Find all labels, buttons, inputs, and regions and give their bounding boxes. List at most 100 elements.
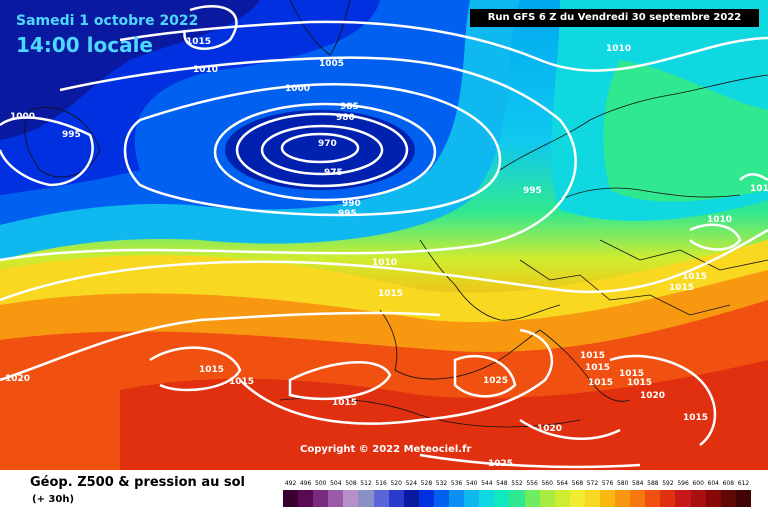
isobar-label: 990	[342, 199, 361, 209]
model-run-label: Run GFS 6 Z du Vendredi 30 septembre 202…	[470, 9, 759, 27]
isobar-label: 970	[318, 139, 337, 149]
isobar-label: 995	[62, 130, 81, 140]
isobar-label: 1020	[640, 391, 666, 401]
legend-swatch	[479, 490, 495, 507]
north-east-zone	[603, 60, 768, 202]
legend-value: 600	[692, 480, 704, 487]
legend-value: 572	[586, 480, 599, 487]
legend-swatch	[328, 490, 344, 507]
low-center	[225, 110, 415, 190]
legend-value: 516	[375, 480, 387, 487]
legend-swatch	[675, 490, 691, 507]
legend-value: 592	[662, 480, 674, 487]
legend-swatch	[373, 490, 389, 507]
legend-value: 584	[632, 480, 644, 487]
isobar-label: 1015	[627, 378, 653, 388]
legend-value: 500	[315, 480, 327, 487]
legend-swatch	[660, 490, 676, 507]
legend-swatch	[554, 490, 570, 507]
legend-swatch	[599, 490, 616, 507]
legend-swatch	[720, 490, 736, 507]
legend-swatch	[645, 490, 661, 507]
isobar-label: 1025	[488, 459, 514, 469]
isobar-label: 1020	[5, 374, 31, 384]
legend-value: 580	[616, 480, 629, 487]
legend-swatch	[735, 490, 751, 507]
legend-value: 508	[345, 480, 357, 487]
legend-value: 540	[465, 480, 478, 487]
legend-value: 604	[707, 480, 719, 487]
legend-value: 548	[496, 480, 508, 487]
legend-value: 568	[571, 480, 584, 487]
map-footer: Géop. Z500 & pression au sol (+ 30h) 492…	[0, 470, 768, 512]
legend-value: 520	[390, 480, 402, 487]
legend-swatch	[494, 490, 510, 507]
legend-value: 560	[541, 480, 553, 487]
isobar-label: 1015	[186, 37, 212, 47]
legend-swatch	[509, 490, 525, 507]
legend-value: 564	[556, 480, 569, 487]
legend-labels: 492 496 500 504 508 512 516 520 524 528 532 536 540 5…	[283, 480, 751, 490]
isobar-label: 1015	[588, 378, 614, 388]
legend-swatch	[388, 490, 404, 507]
legend-value: 576	[601, 480, 614, 487]
legend-value: 596	[677, 480, 689, 487]
legend-swatch	[690, 490, 706, 507]
isobar-label: 1015	[619, 369, 645, 379]
legend-swatch	[524, 490, 540, 507]
isobar-label: 1015	[199, 365, 225, 375]
warm-zone	[120, 360, 768, 470]
isobar-label: 1010	[606, 44, 632, 54]
legend-swatch	[569, 490, 585, 507]
isobar-label: 995	[523, 186, 542, 196]
legend-swatch	[630, 490, 646, 507]
forecast-time: 14:00 locale	[16, 33, 153, 57]
isobar-label: 1010	[750, 184, 768, 194]
map-title: Géop. Z500 & pression au sol	[30, 475, 245, 490]
isobar-label: 1015	[585, 363, 611, 373]
legend-value: 544	[481, 480, 493, 487]
isobar-label: 1005	[319, 59, 345, 69]
legend-swatch	[313, 490, 329, 507]
legend-swatch	[433, 490, 450, 507]
isobar-label: 995	[338, 209, 357, 219]
legend-value: 496	[299, 480, 312, 487]
isobar-label: 1000	[10, 112, 36, 122]
isobar-lines	[0, 5, 768, 469]
legend-swatch	[584, 490, 600, 507]
legend-value: 536	[450, 480, 463, 487]
legend-swatch	[418, 490, 434, 507]
legend-swatch	[298, 490, 314, 507]
forecast-range: (+ 30h)	[32, 494, 75, 505]
legend-value: 612	[737, 480, 750, 487]
legend-swatch	[449, 490, 465, 507]
isobar-label: 1010	[193, 65, 219, 75]
isobar-label: 975	[324, 168, 343, 178]
legend-value: 528	[420, 480, 433, 487]
legend-swatch	[343, 490, 359, 507]
isobar-label: 1000	[285, 84, 311, 94]
forecast-date: Samedi 1 octobre 2022	[16, 13, 199, 29]
isobar-label: 1010	[372, 258, 398, 268]
legend-swatch	[615, 490, 631, 507]
isobar-label: 985	[340, 102, 359, 112]
legend-swatch	[283, 490, 299, 507]
isobar-label: 980	[336, 113, 355, 123]
legend-value: 532	[435, 480, 448, 487]
legend-value: 588	[647, 480, 659, 487]
copyright-notice: Copyright © 2022 Meteociel.fr	[300, 444, 472, 455]
pressure-map	[0, 0, 768, 470]
isobar-label: 1015	[683, 413, 709, 423]
legend-value: 608	[722, 480, 735, 487]
color-legend	[283, 490, 751, 507]
legend-value: 492	[284, 480, 297, 487]
legend-swatch	[464, 490, 480, 507]
cold-zone	[0, 0, 260, 140]
isobar-label: 1015	[378, 289, 404, 299]
legend-swatch	[539, 490, 555, 507]
isobar-label: 1010	[707, 215, 733, 225]
isobar-label: 1015	[580, 351, 606, 361]
legend-value: 556	[526, 480, 538, 487]
legend-swatch	[403, 490, 419, 507]
